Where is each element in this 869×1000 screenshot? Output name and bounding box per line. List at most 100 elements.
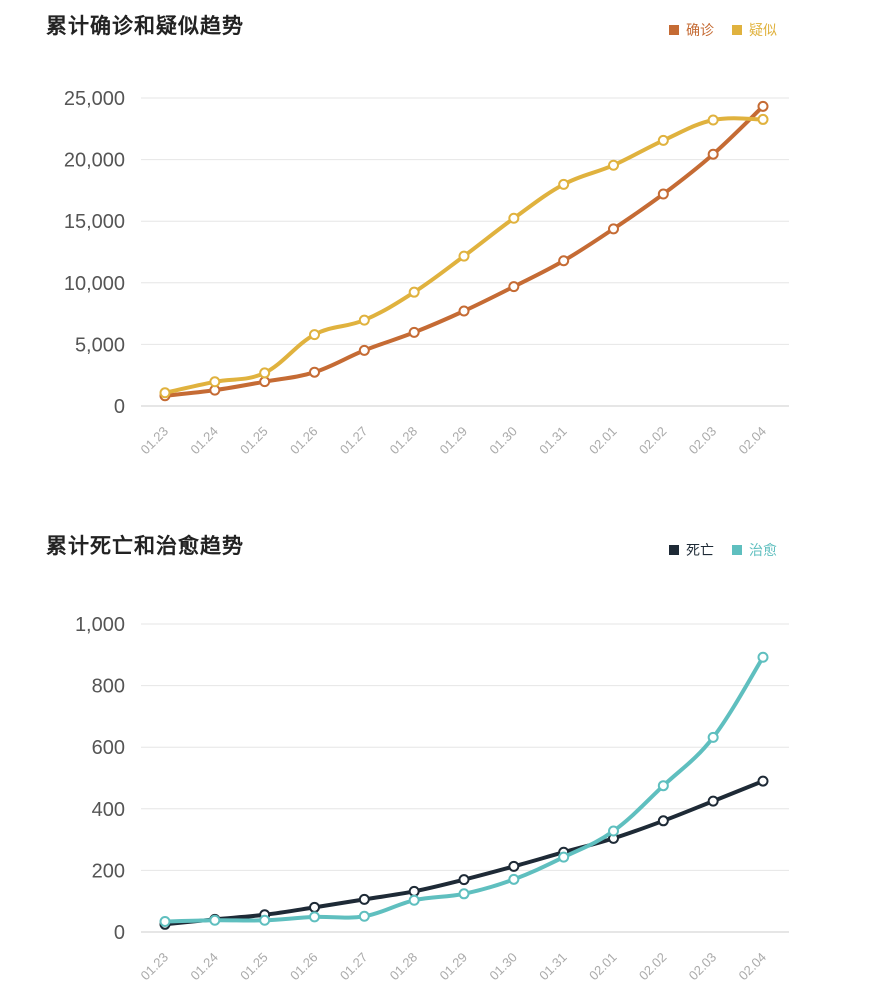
legend-label: 确诊 (686, 23, 714, 39)
x-tick-label: 01.24 (187, 950, 221, 984)
data-point (358, 344, 370, 356)
data-point (657, 188, 669, 200)
x-tick-label: 02.03 (686, 424, 720, 458)
data-point (458, 888, 470, 900)
y-tick-label: 600 (92, 737, 125, 759)
legend-item-death[interactable]: 死亡 (669, 540, 714, 560)
data-point (657, 780, 669, 792)
x-tick-label: 01.30 (486, 424, 520, 458)
x-tick-label: 01.29 (437, 424, 471, 458)
data-point (707, 148, 719, 160)
data-point (757, 775, 769, 787)
x-tick-label: 01.30 (486, 950, 520, 984)
y-tick-label: 20,000 (64, 150, 125, 172)
x-tick-label: 01.25 (237, 424, 271, 458)
data-point (408, 894, 420, 906)
y-tick-label: 5,000 (75, 334, 125, 356)
data-point (757, 651, 769, 663)
data-point (508, 860, 520, 872)
data-point (309, 329, 320, 341)
series-line (163, 779, 765, 927)
x-tick-label: 01.23 (138, 950, 172, 984)
x-tick-label: 01.27 (337, 424, 371, 458)
data-point (209, 376, 221, 388)
data-point (558, 178, 570, 190)
y-tick-label: 400 (92, 799, 125, 821)
data-point (707, 731, 719, 743)
x-tick-label: 02.04 (736, 950, 770, 984)
y-tick-label: 0 (114, 396, 125, 418)
data-point (259, 914, 271, 926)
data-point (458, 874, 470, 886)
chart-legend: 死亡 治愈 (669, 540, 777, 560)
legend-label: 治愈 (749, 543, 777, 559)
x-tick-label: 01.24 (187, 424, 221, 458)
legend-item-suspected[interactable]: 疑似 (732, 20, 777, 40)
legend-swatch (732, 545, 742, 555)
data-point (159, 387, 171, 399)
data-point (657, 134, 669, 146)
data-point (458, 305, 470, 317)
data-point (757, 100, 769, 112)
data-point (259, 367, 271, 379)
x-tick-label: 01.26 (287, 950, 321, 984)
x-tick-label: 01.25 (237, 950, 271, 984)
data-point (707, 114, 719, 126)
y-tick-label: 200 (92, 860, 125, 882)
chart-title: 累计确诊和疑似趋势 (46, 14, 244, 38)
data-point (508, 212, 520, 224)
x-tick-label: 01.23 (138, 424, 172, 458)
legend-item-confirmed[interactable]: 确诊 (669, 20, 714, 40)
data-point (608, 223, 619, 235)
y-tick-label: 1,000 (75, 614, 125, 636)
data-point (508, 281, 520, 293)
confirmed-suspected-chart: 累计确诊和疑似趋势 确诊 疑似 0 5,000 10,000 15,000 20,000… (46, 14, 789, 458)
y-tick-label: 15,000 (64, 211, 125, 233)
data-point (458, 250, 470, 262)
chart-legend: 确诊 疑似 (669, 20, 777, 40)
data-point (358, 893, 370, 905)
x-tick-label: 01.31 (536, 950, 570, 984)
x-tick-label: 01.28 (387, 950, 421, 984)
legend-label: 死亡 (686, 543, 714, 559)
x-tick-label: 02.01 (586, 424, 620, 458)
x-tick-label: 02.01 (586, 950, 620, 984)
x-tick-label: 01.31 (536, 424, 570, 458)
data-point (309, 901, 320, 913)
data-point (159, 916, 171, 928)
legend-swatch (669, 25, 679, 35)
data-point (358, 910, 370, 922)
data-point (657, 815, 669, 827)
x-tick-label: 02.03 (686, 950, 720, 984)
data-point (608, 825, 619, 837)
data-point (757, 113, 769, 125)
x-tick-label: 02.04 (736, 424, 770, 458)
x-tick-label: 02.02 (636, 424, 670, 458)
legend-swatch (669, 545, 679, 555)
chart-title: 累计死亡和治愈趋势 (46, 534, 244, 558)
data-point (558, 851, 570, 863)
y-tick-label: 10,000 (64, 273, 125, 295)
line-chart: 0 5,000 10,000 15,000 20,000 25,000 01.23 01.24… (64, 88, 789, 458)
legend-swatch (732, 25, 742, 35)
data-point (508, 873, 520, 885)
x-tick-label: 01.27 (337, 950, 371, 984)
data-point (558, 255, 570, 267)
y-tick-label: 25,000 (64, 88, 125, 110)
y-tick-label: 0 (114, 922, 125, 944)
data-point (608, 159, 619, 171)
legend-item-recovered[interactable]: 治愈 (732, 540, 777, 560)
data-point (408, 885, 420, 897)
data-point (408, 286, 420, 298)
death-recovered-chart: 累计死亡和治愈趋势 死亡 治愈 0 200 400 600 800 1,000 01.23 0… (0, 520, 869, 1000)
data-point (309, 366, 320, 378)
data-point (358, 314, 370, 326)
x-tick-label: 01.26 (287, 424, 321, 458)
line-chart: 0 200 400 600 800 1,000 01.23 01.24 01.25 01.26 01… (75, 614, 789, 984)
x-tick-label: 02.02 (636, 950, 670, 984)
data-point (209, 914, 221, 926)
data-point (259, 376, 271, 388)
legend-label: 疑似 (749, 23, 777, 39)
x-tick-label: 01.28 (387, 424, 421, 458)
data-point (707, 795, 719, 807)
